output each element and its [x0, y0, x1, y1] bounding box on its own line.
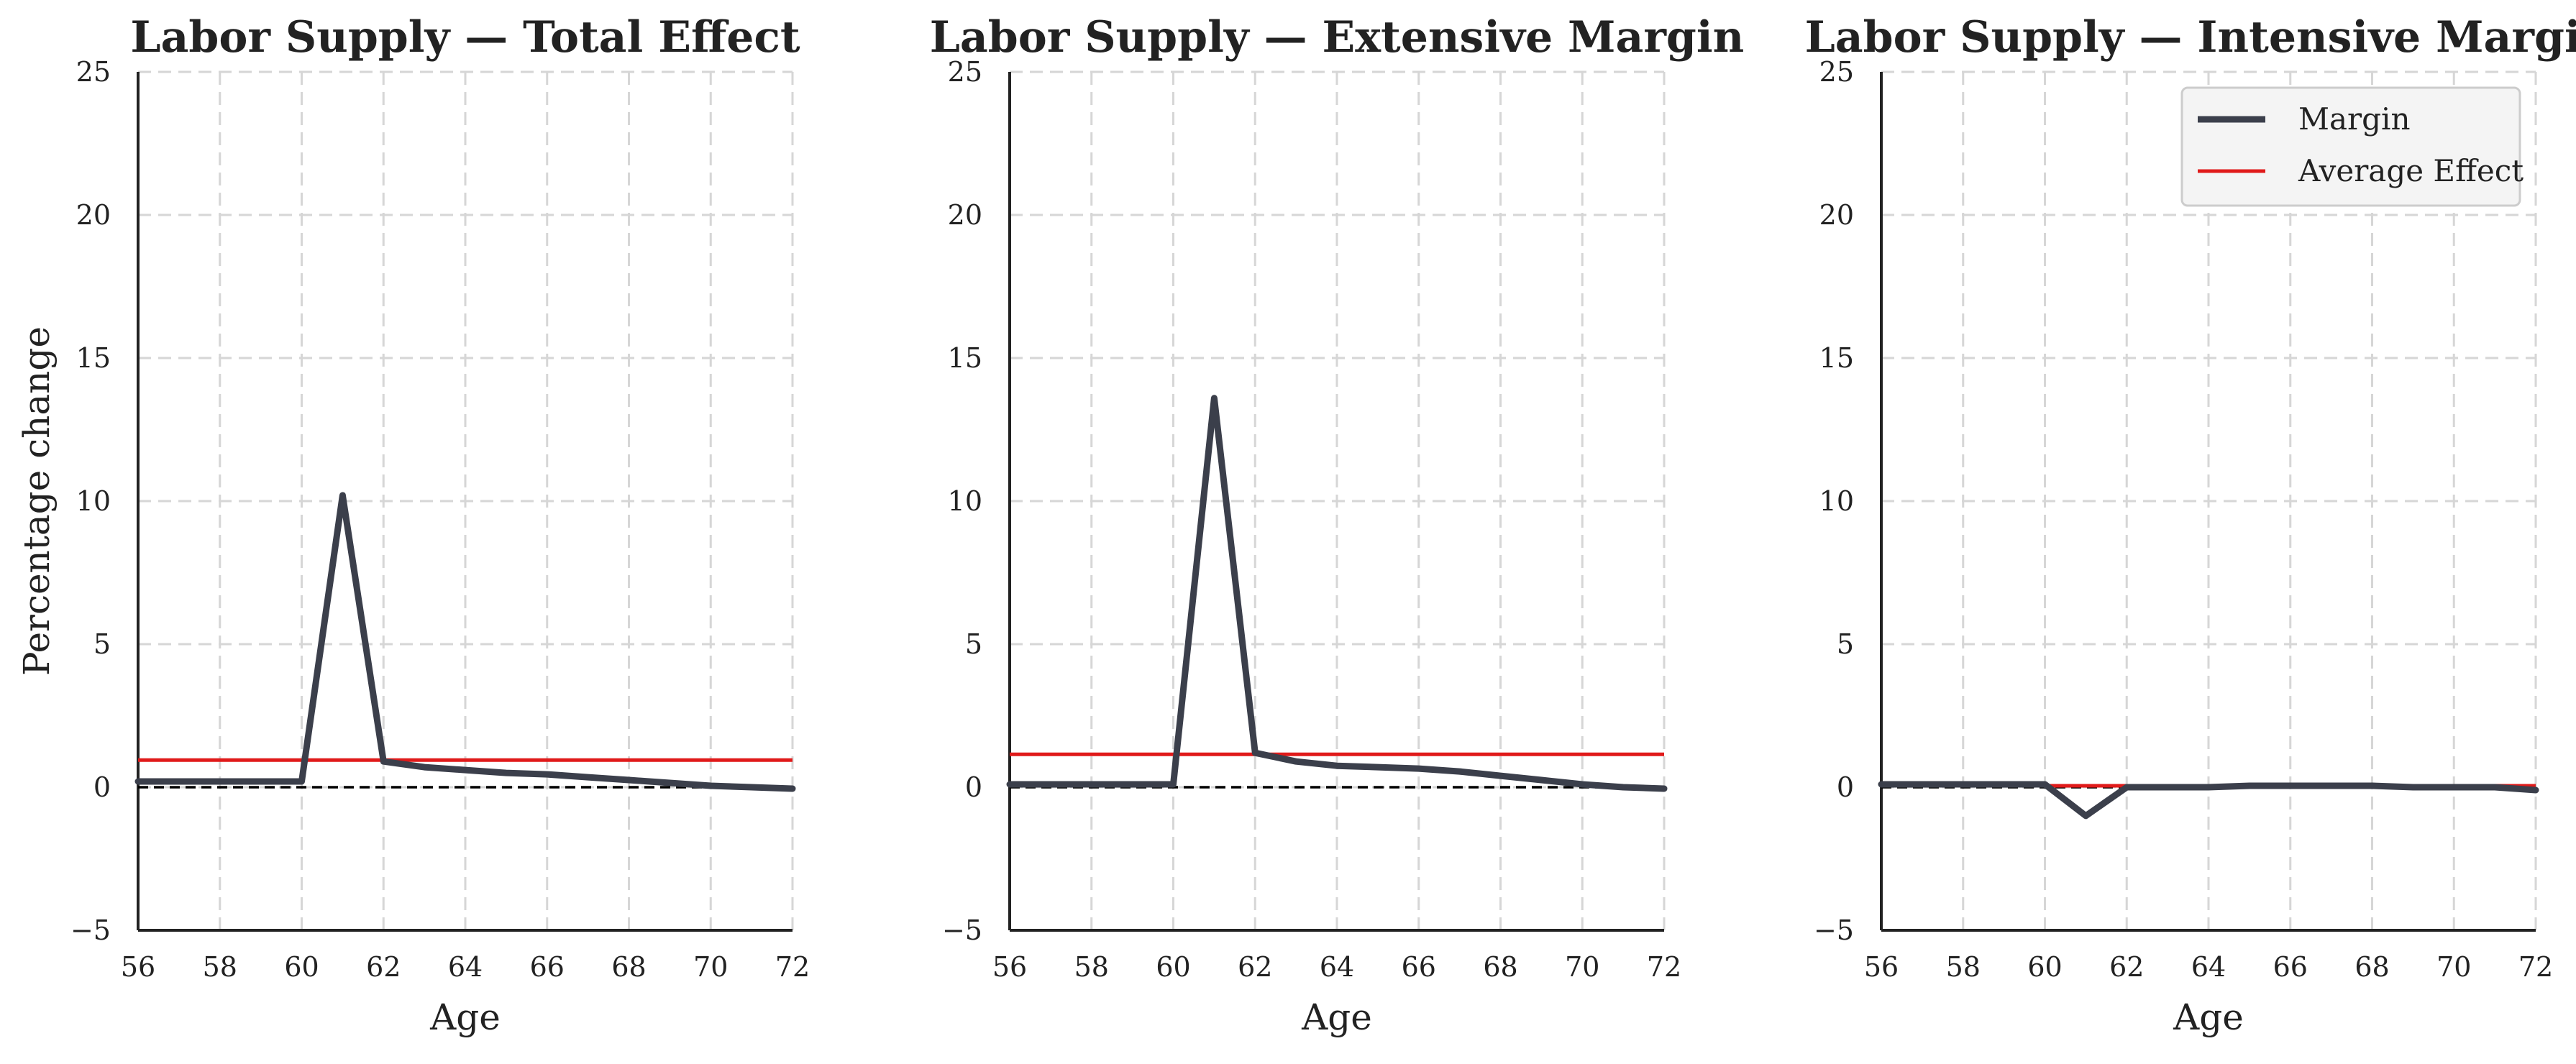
legend-box — [2180, 86, 2521, 207]
x-tick-label: 58 — [1074, 951, 1109, 983]
y-tick-label: 0 — [965, 771, 982, 803]
y-tick-label: −5 — [942, 914, 982, 946]
y-axis-label: Percentage change — [16, 326, 58, 676]
y-tick-label: 0 — [1837, 771, 1854, 803]
chart-title: Labor Supply — Extensive Margin — [930, 12, 1745, 63]
y-tick-label: 25 — [76, 56, 111, 88]
x-tick-label: 62 — [1238, 951, 1272, 983]
x-tick-label: 70 — [2436, 951, 2471, 983]
x-tick-label: 64 — [448, 951, 483, 983]
margin-series-line — [1878, 781, 2539, 820]
y-tick-label: 25 — [1819, 56, 1854, 88]
chart-title: Labor Supply — Total Effect — [130, 12, 800, 63]
x-tick-label: 72 — [2518, 951, 2553, 983]
x-tick-label: 66 — [530, 951, 565, 983]
y-tick-label: −5 — [70, 914, 111, 946]
x-tick-label: 64 — [1320, 951, 1354, 983]
x-tick-label: 66 — [1402, 951, 1436, 983]
y-tick-label: 20 — [948, 199, 982, 231]
y-tick-label: 5 — [93, 628, 111, 660]
margin-series-line — [134, 492, 796, 792]
x-tick-label: 56 — [1864, 951, 1899, 983]
legend-label-average-effect: Average Effect — [2298, 153, 2524, 188]
y-tick-label: 20 — [76, 199, 111, 231]
x-tick-label: 68 — [1483, 951, 1517, 983]
x-tick-label: 70 — [1565, 951, 1599, 983]
x-tick-label: 60 — [2027, 951, 2062, 983]
y-tick-label: 5 — [1837, 628, 1854, 660]
x-tick-label: 56 — [992, 951, 1027, 983]
x-tick-label: 58 — [1946, 951, 1981, 983]
y-tick-label: 20 — [1819, 199, 1854, 231]
x-tick-label: 68 — [2355, 951, 2389, 983]
x-tick-label: 72 — [775, 951, 810, 983]
x-tick-label: 66 — [2273, 951, 2308, 983]
chart-title: Labor Supply — Intensive Margin — [1805, 12, 2576, 63]
x-axis-label: Age — [429, 996, 501, 1038]
x-axis-label: Age — [1301, 996, 1372, 1038]
x-tick-label: 68 — [611, 951, 646, 983]
legend-label-margin: Margin — [2298, 101, 2411, 137]
y-tick-label: 10 — [76, 485, 111, 517]
x-tick-label: 72 — [1647, 951, 1681, 983]
x-tick-label: 62 — [366, 951, 401, 983]
x-tick-label: 70 — [693, 951, 728, 983]
y-tick-label: 15 — [76, 342, 111, 374]
x-tick-label: 56 — [121, 951, 155, 983]
x-axis-label: Age — [2173, 996, 2244, 1038]
y-tick-label: 5 — [965, 628, 982, 660]
y-tick-label: 10 — [1819, 485, 1854, 517]
y-tick-label: 0 — [93, 771, 111, 803]
y-tick-label: 10 — [948, 485, 982, 517]
y-tick-label: 15 — [1819, 342, 1854, 374]
x-tick-label: 60 — [284, 951, 319, 983]
margin-series-line — [1006, 395, 1668, 792]
x-tick-label: 58 — [203, 951, 237, 983]
y-tick-label: 25 — [948, 56, 982, 88]
x-tick-label: 62 — [2109, 951, 2144, 983]
chart-panel-1: 56 58 60 62 64 66 68 70 72 −5 0 5 10 15 20 25 Labor Supp… — [16, 12, 810, 1038]
x-tick-label: 64 — [2191, 951, 2226, 983]
x-tick-label: 60 — [1156, 951, 1190, 983]
legend: Margin Average Effect — [2180, 86, 2524, 207]
y-tick-label: 15 — [948, 342, 982, 374]
y-tick-label: −5 — [1814, 914, 1854, 946]
